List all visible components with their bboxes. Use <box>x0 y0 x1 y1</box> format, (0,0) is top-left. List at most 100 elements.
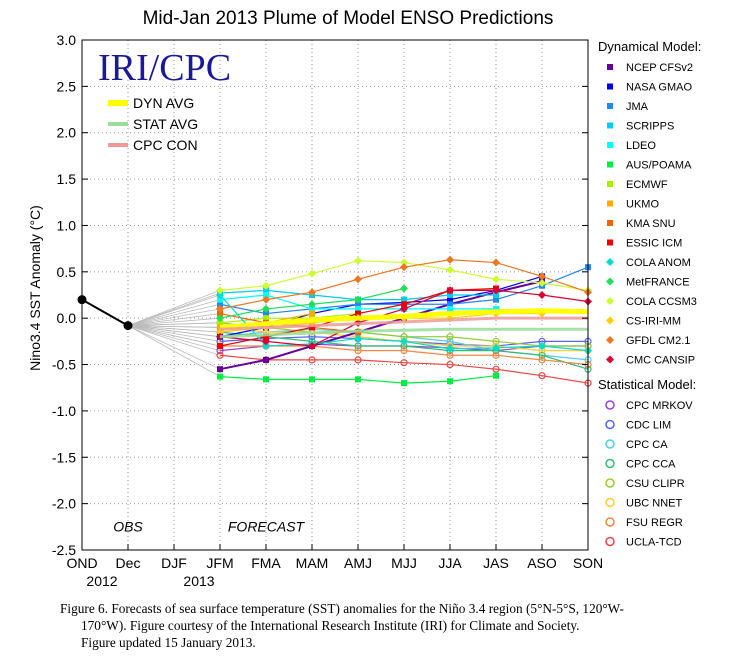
series-cmc-cansip <box>127 286 592 350</box>
legend-marker <box>605 478 615 488</box>
y-tick-label: 2.5 <box>57 78 77 94</box>
series-ldeo <box>127 292 499 326</box>
legend-label: GFDL CM2.1 <box>626 335 690 347</box>
legend-item-cs-iri-mm: CS-IRI-MM <box>606 316 681 328</box>
y-axis-label: Nino3.4 SST Anomaly (°C) <box>27 205 43 371</box>
legend-marker <box>607 239 613 246</box>
data-point <box>400 337 408 346</box>
legend-marker <box>607 122 613 129</box>
model-averages <box>219 308 589 339</box>
legend-item-ncep-cfsv2: NCEP CFSv2 <box>607 62 693 74</box>
legend-marker <box>605 400 615 410</box>
legend-item-cmc-cansip: CMC CANSIP <box>606 355 695 367</box>
data-point <box>216 304 224 313</box>
legend-label: CDC LIM <box>626 420 671 432</box>
legend-item-jma: JMA <box>607 101 649 113</box>
caption-line-2: 170°W). Figure courtesy of the Internati… <box>81 618 580 633</box>
y-tick-label: -2.0 <box>52 496 76 512</box>
data-point <box>492 258 500 267</box>
data-point <box>355 305 361 312</box>
x-tick-label: Dec <box>116 555 141 571</box>
data-point <box>354 295 362 304</box>
legend-item-cola-ccsm3: COLA CCSM3 <box>606 296 697 308</box>
legend-marker <box>607 64 613 70</box>
data-point <box>217 373 223 380</box>
legend-label: COLA CCSM3 <box>626 296 697 308</box>
data-point <box>492 286 500 295</box>
series-metfrance <box>127 284 408 326</box>
fan-line <box>127 317 221 326</box>
figure-caption: Figure 6. Forecasts of sea surface tempe… <box>60 600 720 651</box>
data-point <box>492 351 500 359</box>
legend-item-metfrance: MetFRANCE <box>606 277 690 289</box>
legend-item-gfdl-cm2-1: GFDL CM2.1 <box>606 335 690 347</box>
x-tick-label: JAS <box>483 555 509 571</box>
legend-item-ucla-tcd: UCLA-TCD <box>605 537 682 549</box>
statistical-legend-title: Statistical Model: <box>598 377 696 392</box>
legend-item-scripps: SCRIPPS <box>607 121 674 133</box>
fan-line <box>127 294 221 326</box>
data-point <box>446 337 454 345</box>
dynamical-legend-title: Dynamical Model: <box>598 39 701 54</box>
data-point <box>400 347 408 355</box>
data-point <box>354 356 362 364</box>
fan-line <box>127 322 221 326</box>
data-point <box>538 272 546 281</box>
data-point <box>308 300 316 309</box>
legend-marker <box>607 103 613 109</box>
x-tick-label: MAM <box>296 555 329 571</box>
y-tick-label: -1.5 <box>52 449 76 465</box>
data-point <box>216 351 224 359</box>
data-point <box>354 334 362 343</box>
x-tick-label: SON <box>573 555 603 571</box>
legend-label: COLA ANOM <box>626 257 691 269</box>
y-tick-label: -2.5 <box>52 542 76 558</box>
legend-label: UKMO <box>626 199 659 211</box>
fan-line <box>127 325 221 377</box>
legend-label: NASA GMAO <box>626 82 692 94</box>
average-legend-label: STAT AVG <box>133 116 198 132</box>
data-point <box>263 315 269 322</box>
data-point <box>493 296 499 303</box>
legend-label: FSU REGR <box>626 517 683 529</box>
legend-label: AUS/POAMA <box>626 160 692 172</box>
data-point <box>400 304 408 313</box>
data-point <box>309 376 315 383</box>
series-gfdl-cm2-1 <box>127 255 592 326</box>
data-point <box>492 365 500 373</box>
fan-line <box>127 325 221 333</box>
x-tick-label: JFM <box>206 555 233 571</box>
data-point <box>446 360 454 369</box>
caption-line-3: Figure updated 15 January 2013. <box>81 635 256 650</box>
x-tick-label: ASO <box>527 555 557 571</box>
data-point <box>492 343 500 352</box>
data-point <box>447 296 453 303</box>
data-point <box>263 356 269 363</box>
data-point <box>493 372 499 379</box>
series-aus-poama <box>127 325 499 387</box>
data-point <box>217 301 223 308</box>
legend-marker <box>607 181 613 187</box>
data-point <box>262 337 270 346</box>
data-point <box>309 310 315 317</box>
fan-line <box>127 325 221 356</box>
data-point <box>309 324 315 331</box>
data-point <box>400 263 408 272</box>
data-point <box>355 376 361 383</box>
average-legend-label: DYN AVG <box>133 95 194 111</box>
data-point <box>263 310 269 317</box>
data-point <box>262 295 270 304</box>
legend-marker <box>606 336 614 344</box>
y-tick-label: 2.0 <box>57 125 77 141</box>
series-line <box>219 280 543 371</box>
data-point <box>446 344 454 353</box>
region-label-forecast: FORECAST <box>228 518 306 534</box>
plot-frame <box>81 39 589 551</box>
average-legend: DYN AVG STAT AVG CPC CON <box>108 95 198 153</box>
legend-item-ukmo: UKMO <box>607 199 659 211</box>
data-point <box>262 281 270 290</box>
data-point <box>354 275 362 284</box>
legend-label: LDEO <box>626 140 656 152</box>
average-line-cpc-con <box>219 316 588 331</box>
observed-point <box>123 321 133 331</box>
